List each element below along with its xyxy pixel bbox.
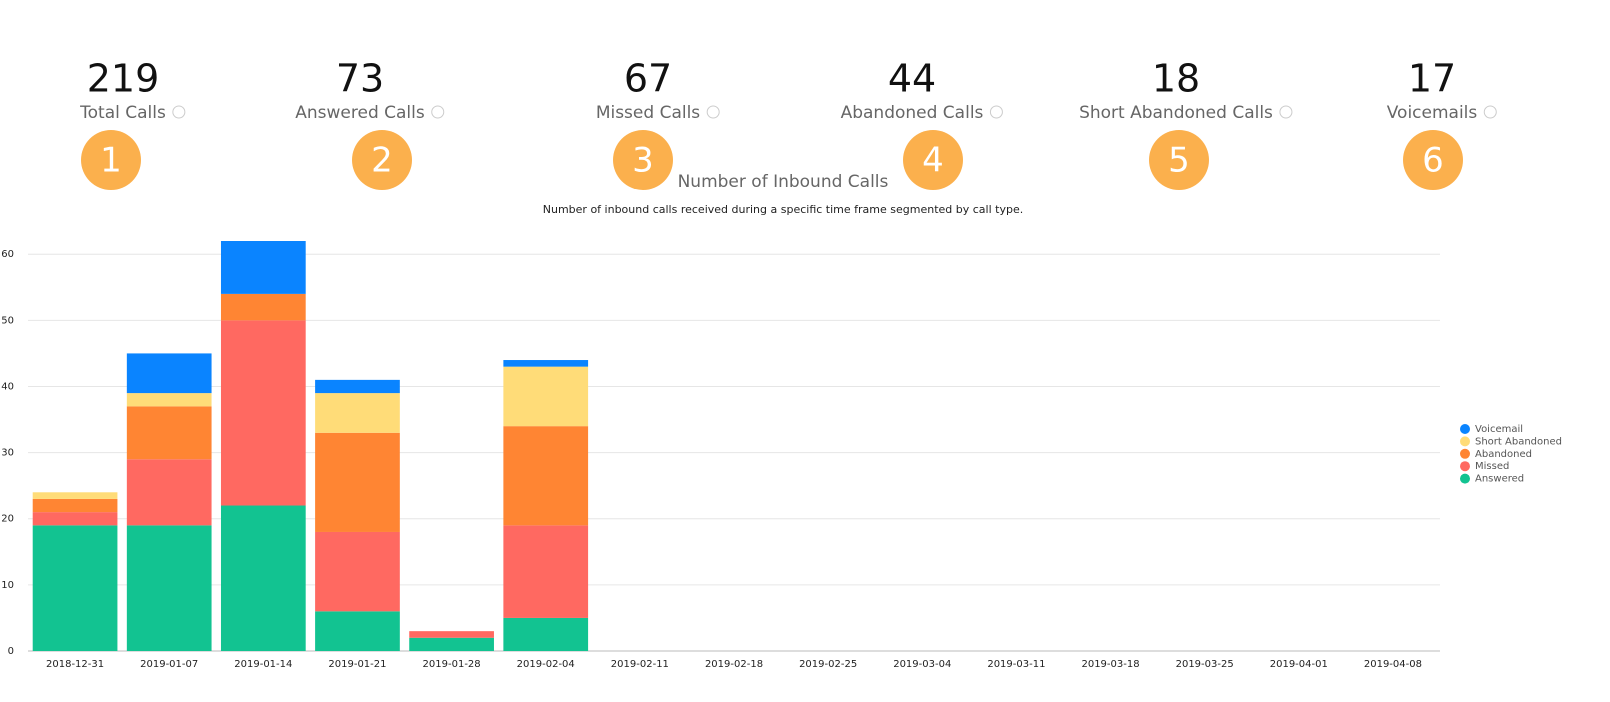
legend-label: Abandoned: [1475, 449, 1532, 460]
chart-subtitle: Number of inbound calls received during …: [543, 203, 1023, 216]
bar-segment: [220, 505, 306, 651]
bar-segment: [126, 393, 212, 407]
bar-segment: [315, 432, 400, 532]
help-icon: [431, 105, 445, 119]
help-icon: [989, 105, 1003, 119]
bar-segment: [503, 426, 589, 526]
marker-number: 6: [1422, 141, 1444, 181]
bar-segment: [32, 492, 118, 499]
x-tick-label: 2019-03-18: [1081, 659, 1139, 670]
legend-swatch: [1460, 448, 1470, 459]
bar-segment: [315, 531, 400, 612]
x-tick-label: 2019-02-25: [799, 659, 857, 670]
help-icon: [706, 105, 720, 119]
legend-swatch: [1460, 473, 1470, 484]
stat-label: Voicemails: [1387, 103, 1478, 123]
x-tick-label: 2019-01-14: [234, 659, 292, 670]
x-tick-label: 2019-01-07: [140, 659, 198, 670]
legend-swatch: [1460, 461, 1470, 472]
chart-title: Number of Inbound Calls: [678, 172, 889, 192]
bar-segment: [409, 631, 494, 638]
help-icon: [1483, 105, 1497, 119]
x-tick-label: 2019-03-25: [1176, 659, 1234, 670]
bar-segment: [126, 459, 212, 526]
y-tick-label: 60: [1, 249, 14, 260]
legend-label: Short Abandoned: [1475, 436, 1562, 447]
marker-number: 1: [100, 141, 122, 181]
marker-number: 2: [371, 141, 393, 181]
help-icon: [1279, 105, 1293, 119]
x-tick-label: 2018-12-31: [46, 659, 104, 670]
bar-segment: [315, 379, 400, 394]
marker-badge: [81, 130, 141, 190]
x-tick-label: 2019-01-28: [423, 659, 481, 670]
stat-value: 73: [336, 57, 384, 101]
marker-badge: [903, 130, 963, 190]
marker-number: 3: [632, 141, 654, 181]
bar-segment: [32, 512, 118, 526]
stat-label: Missed Calls: [596, 103, 700, 123]
stat-value: 67: [624, 57, 672, 101]
marker-badge: [613, 130, 673, 190]
legend-label: Voicemail: [1475, 424, 1523, 435]
bar-segment: [503, 360, 589, 367]
x-tick-label: 2019-04-01: [1270, 659, 1328, 670]
stat-value: 17: [1408, 57, 1456, 101]
bar-segment: [32, 498, 118, 513]
x-tick-label: 2019-02-11: [611, 659, 669, 670]
legend-swatch: [1460, 436, 1470, 447]
bar-segment: [503, 617, 589, 651]
y-tick-label: 20: [1, 514, 14, 525]
bar-segment: [409, 637, 494, 651]
x-tick-label: 2019-03-11: [987, 659, 1045, 670]
stat-value: 18: [1152, 57, 1200, 101]
help-icon: [172, 105, 186, 119]
marker-badge: [1149, 130, 1209, 190]
stat-label: Total Calls: [79, 103, 166, 123]
bar-segment: [315, 611, 400, 651]
legend-label: Answered: [1475, 474, 1524, 485]
marker-number: 5: [1168, 141, 1190, 181]
bar-segment: [126, 525, 212, 651]
bar-segment: [32, 525, 118, 651]
bar-segment: [220, 241, 306, 294]
bar-segment: [126, 406, 212, 460]
y-tick-label: 50: [1, 315, 14, 326]
stat-label: Abandoned Calls: [841, 103, 984, 123]
bar-segment: [503, 366, 589, 427]
stat-value: 44: [888, 57, 936, 101]
legend-swatch: [1460, 424, 1470, 434]
bar-segment: [220, 293, 306, 321]
y-tick-label: 10: [1, 580, 14, 591]
x-tick-label: 2019-03-04: [893, 659, 951, 670]
bar-segment: [220, 320, 306, 506]
stat-label: Short Abandoned Calls: [1079, 103, 1273, 123]
bar-segment: [126, 353, 212, 394]
y-tick-label: 0: [8, 646, 14, 657]
legend-label: Missed: [1475, 461, 1509, 472]
marker-badge: [1403, 130, 1463, 190]
x-tick-label: 2019-02-04: [517, 659, 575, 670]
bar-segment: [503, 525, 589, 618]
stat-label: Answered Calls: [295, 103, 425, 123]
x-tick-label: 2019-04-08: [1364, 659, 1422, 670]
stat-value: 219: [87, 57, 160, 101]
y-tick-label: 30: [1, 448, 14, 459]
y-tick-label: 40: [1, 381, 14, 392]
bar-segment: [315, 393, 400, 433]
x-tick-label: 2019-01-21: [328, 659, 386, 670]
marker-badge: [352, 130, 412, 190]
x-tick-label: 2019-02-18: [705, 659, 763, 670]
marker-number: 4: [922, 141, 944, 181]
